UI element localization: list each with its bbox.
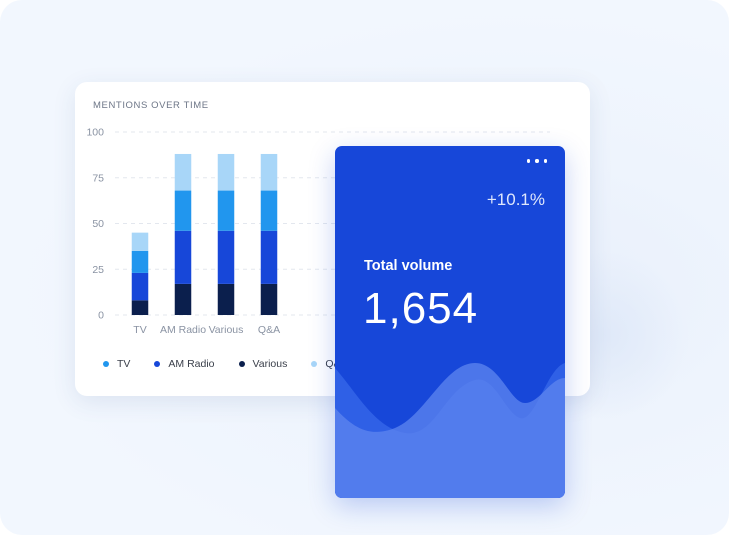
bar-segment-tv (174, 190, 192, 231)
bar-segment-various (217, 283, 235, 315)
volume-area-front (335, 363, 565, 498)
y-tick-label: 75 (92, 172, 104, 184)
x-tick-label: TV (133, 324, 146, 336)
bar-segment-q-a (217, 153, 235, 191)
legend-dot (238, 361, 245, 367)
legend-item: AM Radio (154, 358, 215, 370)
legend-label: Various (252, 358, 288, 370)
volume-label: Total volume (364, 258, 453, 274)
bar-segment-tv (217, 190, 235, 231)
y-tick-label: 100 (86, 127, 104, 139)
bar-segment-tv (260, 190, 278, 231)
volume-value: 1,654 (363, 284, 479, 333)
bar-segment-various (260, 283, 278, 315)
legend-label: TV (117, 358, 131, 370)
bar-segment-q-a (174, 153, 192, 191)
bar-segment-q-a (260, 153, 278, 191)
bar-segment-am-radio (131, 272, 149, 301)
more-horizontal-icon[interactable] (527, 157, 547, 165)
total-volume-card: +10.1% Total volume 1,654 (335, 146, 565, 498)
bar-segment-various (131, 300, 149, 315)
x-tick-label: Various (209, 324, 244, 336)
legend-item: Various (238, 358, 288, 370)
x-tick-label: AM Radio (160, 324, 206, 336)
bar-segment-am-radio (260, 230, 278, 284)
legend-dot (103, 361, 109, 367)
bar-segment-am-radio (174, 230, 192, 284)
legend-dot (311, 361, 318, 367)
bar-segment-q-a (131, 232, 149, 251)
y-tick-label: 25 (92, 264, 104, 276)
legend-item: TV (103, 358, 130, 370)
x-tick-label: Q&A (258, 324, 280, 336)
volume-area-chart (335, 363, 565, 498)
legend-dot (154, 361, 161, 367)
y-tick-label: 0 (98, 310, 104, 322)
bar-segment-various (174, 283, 192, 315)
bar-segment-am-radio (217, 230, 235, 284)
legend-label: AM Radio (168, 358, 215, 370)
y-tick-label: 50 (92, 218, 104, 230)
chart-title: MENTIONS OVER TIME (93, 100, 209, 111)
volume-change: +10.1% (486, 190, 545, 209)
bar-segment-tv (131, 250, 149, 273)
